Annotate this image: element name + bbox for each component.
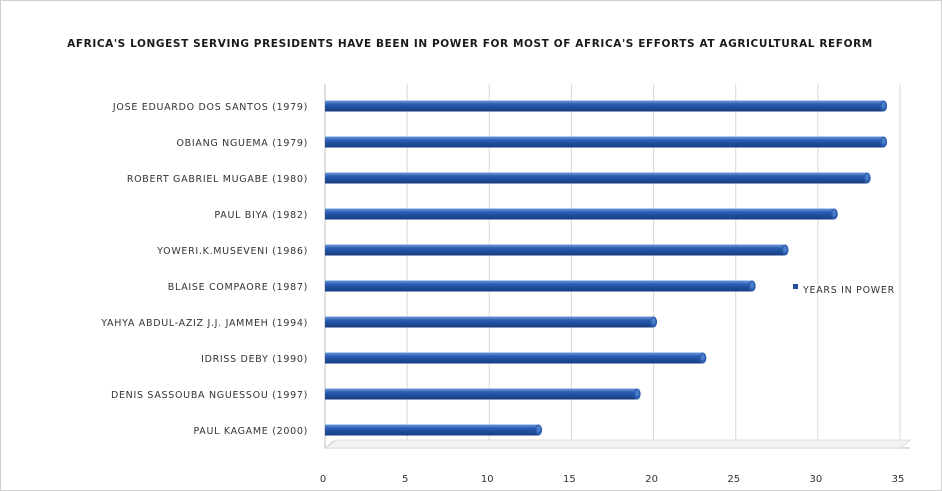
- bar-body: [325, 388, 638, 400]
- bar: [325, 100, 888, 112]
- legend: Years in Power: [793, 284, 895, 296]
- bar-cap-highlight: [700, 353, 705, 361]
- x-tick-label: 25: [727, 474, 740, 485]
- bar: [325, 388, 641, 400]
- bar-body: [325, 172, 868, 184]
- category-labels: Jose Eduardo dos Santos (1979) Obiang Ngu…: [100, 102, 308, 437]
- legend-label: Years in Power: [802, 285, 895, 296]
- bar-cap-highlight: [750, 281, 755, 289]
- category-label: Paul Kagame (2000): [193, 426, 308, 437]
- bar-body: [325, 280, 753, 292]
- category-label: Idriss Deby (1990): [201, 354, 308, 365]
- bar: [325, 316, 658, 328]
- x-tick-label: 30: [809, 474, 822, 485]
- x-tick-label: 0: [320, 474, 326, 485]
- bar-body: [325, 208, 835, 220]
- bar-body: [325, 136, 884, 148]
- bar-cap-highlight: [783, 245, 787, 253]
- bar-cap-highlight: [881, 101, 886, 109]
- axes: [323, 84, 912, 449]
- category-label: Denis Sassouba Nguessou (1997): [111, 390, 308, 401]
- bar-body: [325, 424, 539, 436]
- bar-cap-highlight: [536, 425, 541, 433]
- x-tick-label: 5: [402, 474, 408, 485]
- bar: [325, 136, 888, 148]
- bar: [325, 352, 707, 364]
- bar: [325, 244, 789, 256]
- x-tick-labels: 0 5 10 15 20 25 30 35: [320, 474, 905, 485]
- x-tick-label: 15: [563, 474, 576, 485]
- legend-swatch: [793, 284, 798, 289]
- bar-cap-highlight: [651, 317, 656, 325]
- bar: [325, 172, 871, 184]
- x-tick-label: 10: [481, 474, 494, 485]
- bar-body: [325, 100, 884, 112]
- bar-cap-highlight: [832, 209, 837, 217]
- bar-cap-highlight: [865, 173, 870, 181]
- bar-body: [325, 316, 654, 328]
- bar: [325, 424, 543, 436]
- category-label: Paul Biya (1982): [214, 210, 308, 221]
- category-label: Obiang Nguema (1979): [176, 138, 308, 149]
- floor-plane: [323, 439, 912, 449]
- bars: [325, 100, 888, 436]
- chart-title: Africa's longest serving presidents have…: [67, 38, 873, 50]
- x-tick-label: 35: [892, 474, 905, 485]
- bar: [325, 280, 756, 292]
- category-label: Yoweri.K.Museveni (1986): [156, 246, 308, 257]
- bar-body: [325, 352, 703, 364]
- bar-cap-highlight: [635, 389, 640, 397]
- x-tick-label: 20: [645, 474, 658, 485]
- category-label: Yahya Abdul-Aziz J.J. Jammeh (1994): [100, 318, 308, 329]
- bar-cap-highlight: [881, 137, 886, 145]
- category-label: Blaise Compaore (1987): [168, 282, 308, 293]
- bar-body: [325, 244, 785, 256]
- bar: [325, 208, 838, 220]
- category-label: Jose Eduardo dos Santos (1979): [112, 102, 308, 113]
- category-label: Robert Gabriel Mugabe (1980): [127, 174, 308, 185]
